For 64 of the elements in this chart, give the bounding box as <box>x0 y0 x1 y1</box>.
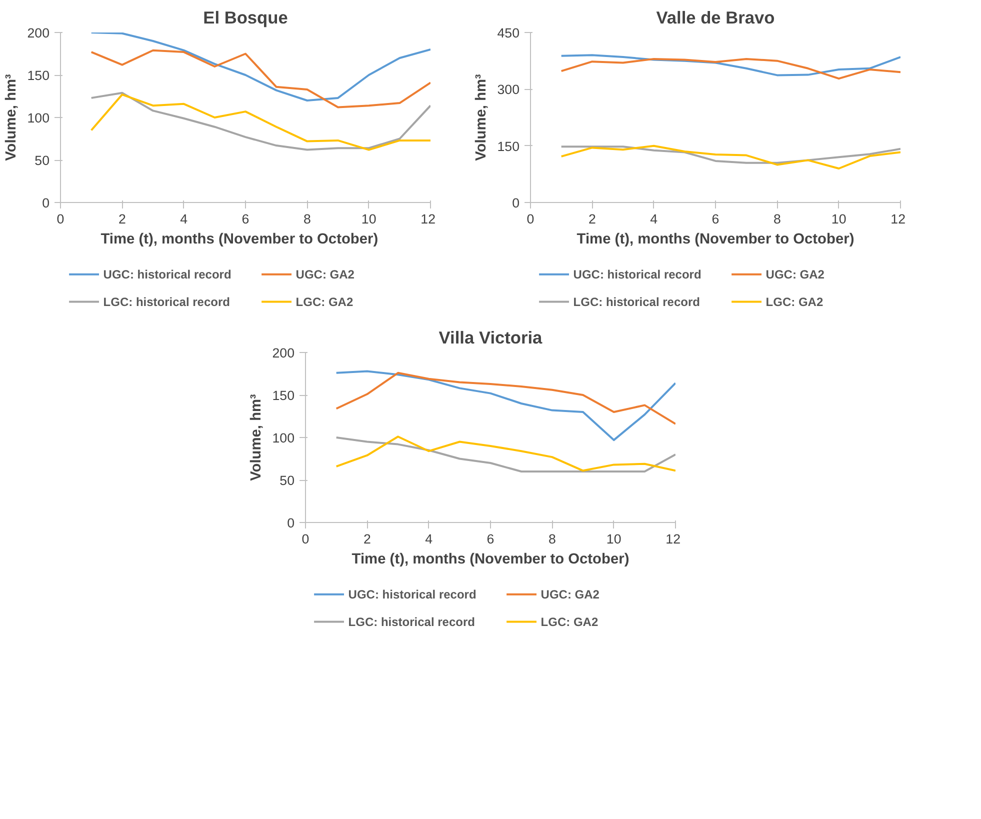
legend-label: LGC: GA2 <box>296 294 354 309</box>
y-tick-label: 100 <box>272 430 295 446</box>
y-axis-title: Volume, hm³ <box>3 74 20 161</box>
y-tick-label: 0 <box>287 516 295 530</box>
legend-label: LGC: historical record <box>348 614 475 629</box>
chart-title: El Bosque <box>203 8 288 28</box>
x-axis-title: Time (t), months (November to October) <box>352 552 630 568</box>
x-tick-label: 4 <box>425 532 434 546</box>
x-tick-label: 8 <box>303 212 311 226</box>
x-tick-label: 12 <box>666 532 681 546</box>
x-tick-label: 0 <box>56 212 64 226</box>
legend-label: UGC: GA2 <box>766 267 825 282</box>
legend-label: LGC: historical record <box>103 294 230 309</box>
legend-label: UGC: historical record <box>348 587 476 602</box>
y-tick-label: 200 <box>27 26 50 40</box>
x-tick-label: 12 <box>420 212 436 226</box>
y-tick-label: 200 <box>272 346 295 360</box>
x-tick-label: 4 <box>650 212 658 226</box>
x-tick-label: 0 <box>302 532 310 546</box>
legend-label: LGC: GA2 <box>540 614 598 629</box>
legend-label: LGC: GA2 <box>766 294 824 309</box>
x-tick-label: 10 <box>831 212 846 226</box>
y-tick-label: 300 <box>497 82 520 98</box>
chart-title: Valle de Bravo <box>656 8 775 28</box>
x-tick-label: 6 <box>486 532 494 546</box>
line-series <box>90 49 430 108</box>
y-axis-title: Volume, hm³ <box>473 74 490 161</box>
x-tick-label: 10 <box>606 532 622 546</box>
line-series <box>90 32 430 102</box>
x-tick-label: 6 <box>242 212 250 226</box>
x-tick-label: 12 <box>890 212 906 226</box>
line-series <box>335 372 676 425</box>
x-tick-label: 2 <box>363 532 371 546</box>
legend-label: LGC: historical record <box>573 294 700 309</box>
y-tick-label: 450 <box>497 26 520 40</box>
x-tick-label: 6 <box>712 212 720 226</box>
legend-label: UGC: historical record <box>103 267 232 282</box>
y-tick-label: 100 <box>27 110 50 126</box>
legend-label: UGC: GA2 <box>540 587 600 602</box>
y-tick-label: 150 <box>272 388 295 403</box>
line-series <box>560 146 900 164</box>
y-tick-label: 0 <box>512 196 520 210</box>
legend-label: UGC: historical record <box>573 267 702 282</box>
line-series <box>335 370 676 442</box>
y-tick-label: 150 <box>497 138 520 154</box>
x-tick-label: 2 <box>118 212 126 226</box>
y-tick-label: 0 <box>42 196 50 210</box>
x-tick-label: 8 <box>773 212 781 226</box>
legend-label: UGC: GA2 <box>296 267 355 282</box>
chart-title: Villa Victoria <box>438 328 543 348</box>
x-tick-label: 10 <box>361 212 376 226</box>
y-tick-label: 50 <box>34 153 50 168</box>
x-axis-title: Time (t), months (November to October) <box>100 232 378 248</box>
y-tick-label: 150 <box>27 68 50 83</box>
y-tick-label: 50 <box>280 473 295 488</box>
x-tick-label: 4 <box>180 212 188 226</box>
y-axis-title: Volume, hm³ <box>248 394 264 481</box>
x-tick-label: 2 <box>588 212 596 226</box>
line-series <box>560 54 900 76</box>
x-tick-label: 8 <box>548 532 556 546</box>
line-series <box>560 144 900 170</box>
x-tick-label: 0 <box>526 212 534 226</box>
x-axis-title: Time (t), months (November to October) <box>576 232 854 248</box>
line-series <box>560 58 900 80</box>
